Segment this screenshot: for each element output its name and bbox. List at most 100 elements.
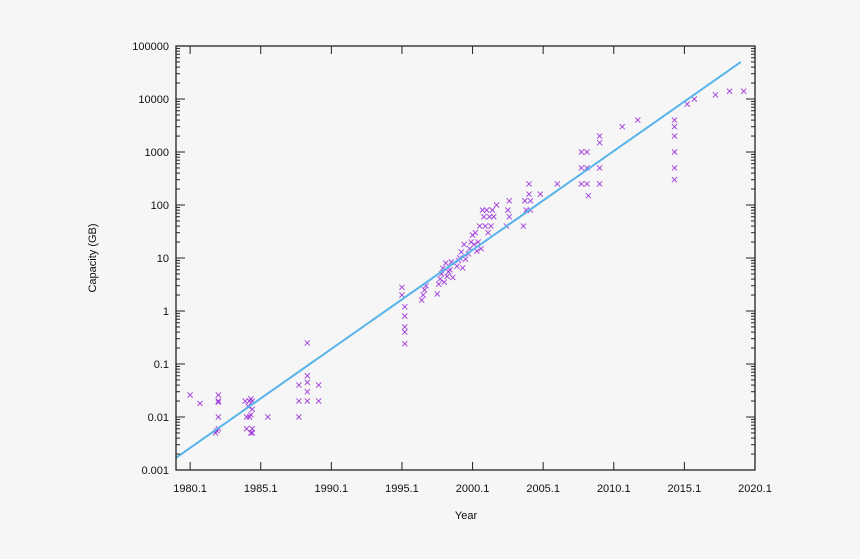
data-point-marker	[437, 276, 444, 283]
data-point-marker	[420, 292, 427, 298]
data-point-marker	[442, 260, 449, 267]
data-point-marker	[619, 123, 626, 130]
x-tick-labels: 1980.1 1985.1 1990.1 1995.1 2000.1 2005.1 2010…	[173, 483, 772, 495]
data-point-marker	[398, 284, 405, 291]
x-tick-label: 2005.1	[526, 483, 560, 495]
plot-area	[175, 61, 747, 459]
data-point-marker	[480, 213, 487, 220]
data-point-marker	[401, 329, 408, 336]
data-point-marker	[264, 414, 271, 420]
y-tick-label: 100000	[132, 41, 169, 53]
data-point-marker	[398, 292, 405, 298]
y-tick-label: 1	[163, 306, 169, 318]
plot-frame	[175, 45, 756, 471]
data-point-marker	[596, 139, 603, 146]
data-point-marker	[315, 398, 322, 404]
data-point-marker	[295, 398, 302, 404]
data-point-marker	[578, 180, 585, 187]
data-point-marker	[671, 149, 678, 155]
data-point-marker	[487, 223, 494, 230]
data-point-marker	[458, 249, 465, 255]
data-point-marker	[304, 388, 311, 395]
data-point-marker	[486, 213, 493, 220]
x-tick-label: 2015.1	[668, 483, 702, 495]
data-point-marker	[247, 430, 254, 436]
x-axis-title: Year	[455, 510, 478, 522]
data-point-marker	[249, 430, 256, 436]
y-tick-label: 0.1	[154, 359, 169, 371]
data-point-marker	[444, 273, 451, 280]
data-point-marker	[401, 303, 408, 310]
x-tick-label: 2000.1	[456, 483, 490, 495]
data-point-marker	[671, 165, 678, 171]
data-point-marker	[187, 392, 194, 398]
data-point-marker	[554, 180, 561, 187]
data-point-marker	[454, 263, 460, 270]
y-tick-label: 10	[157, 253, 169, 265]
data-point-marker	[478, 245, 484, 252]
data-point-marker	[479, 207, 486, 214]
data-point-marker	[634, 117, 641, 124]
data-point-marker	[242, 398, 249, 404]
y-tick-label: 0.001	[141, 465, 169, 477]
data-point-marker	[537, 191, 544, 198]
axes	[175, 45, 756, 471]
data-point-marker	[215, 414, 222, 420]
x-tick-label: 2020.1	[738, 483, 772, 495]
data-point-marker	[596, 165, 603, 171]
data-point-marker	[671, 176, 678, 183]
data-point-marker	[485, 229, 492, 236]
data-point-marker	[504, 207, 511, 214]
data-point-marker	[691, 96, 698, 102]
data-point-marker	[671, 117, 678, 124]
data-point-marker	[493, 202, 500, 208]
data-point-marker	[459, 264, 466, 271]
data-point-marker	[249, 425, 256, 432]
data-point-marker	[434, 290, 441, 297]
data-point-marker	[215, 398, 222, 404]
y-tick-label: 100	[151, 200, 169, 212]
data-point-marker	[295, 382, 302, 389]
data-point-marker	[506, 213, 513, 220]
data-point-marker	[712, 91, 719, 98]
data-point-marker	[304, 398, 311, 404]
data-point-marker	[583, 149, 590, 155]
trend-line	[175, 61, 742, 459]
data-point-marker	[490, 213, 497, 220]
data-point-marker	[585, 192, 592, 199]
data-point-marker	[578, 149, 585, 155]
data-point-marker	[462, 256, 469, 263]
data-point-marker	[506, 197, 513, 204]
y-tick-label: 0.01	[148, 412, 169, 424]
data-point-marker	[401, 340, 408, 347]
x-tick-label: 1985.1	[244, 483, 278, 495]
data-point-marker	[401, 313, 408, 320]
x-tick-label: 1990.1	[315, 483, 349, 495]
data-point-marker	[471, 241, 477, 248]
data-point-marker	[441, 279, 448, 286]
data-point-marker	[449, 274, 456, 281]
data-point-marker	[304, 339, 311, 346]
data-point-marker	[247, 411, 254, 418]
data-point-marker	[583, 180, 590, 187]
data-point-marker	[482, 223, 489, 230]
data-point-marker	[526, 191, 533, 198]
data-point-marker	[295, 414, 302, 420]
data-point-marker	[461, 241, 468, 248]
data-point-marker	[521, 197, 528, 204]
data-point-marker	[476, 223, 483, 230]
data-point-marker	[489, 207, 496, 214]
data-point-marker	[304, 379, 311, 386]
data-point-marker	[527, 197, 534, 204]
data-point-marker	[483, 207, 490, 214]
data-point-marker	[315, 382, 322, 389]
data-point-marker	[418, 297, 425, 304]
data-point-marker	[215, 392, 222, 398]
data-point-marker	[578, 165, 585, 171]
data-point-marker	[596, 133, 603, 139]
data-point-marker	[684, 101, 691, 108]
data-point-marker	[421, 286, 428, 293]
data-point-marker	[740, 88, 747, 95]
data-point-marker	[215, 399, 222, 406]
data-point-marker	[435, 281, 442, 288]
